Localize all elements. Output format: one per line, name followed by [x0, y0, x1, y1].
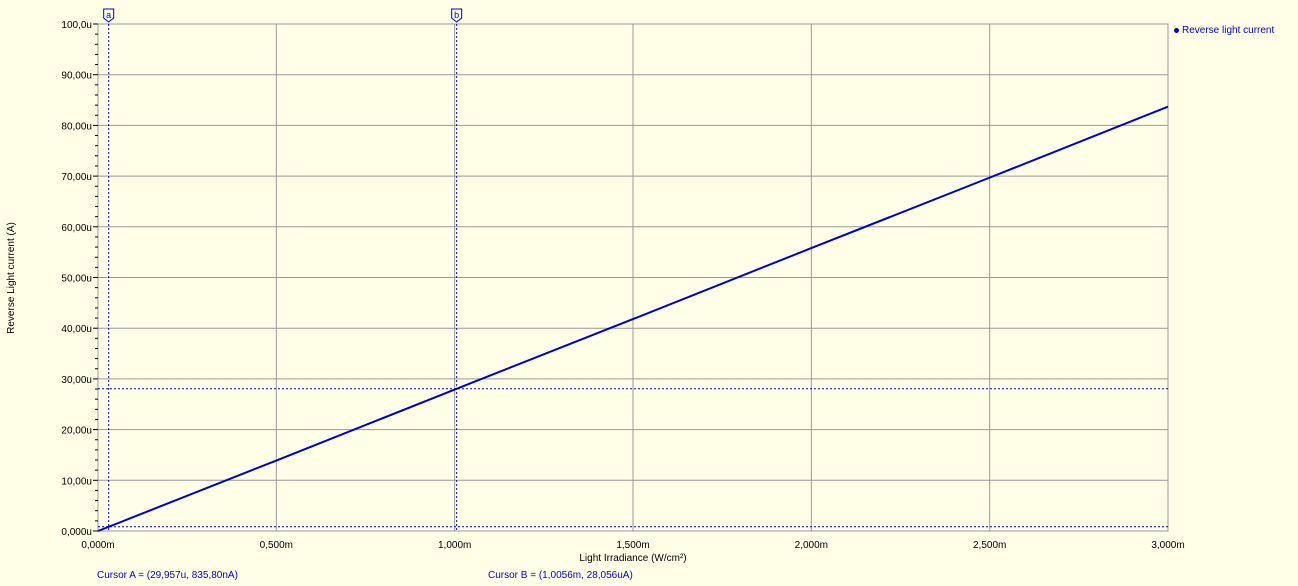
cursor-b-handle: [451, 8, 463, 23]
x-tick-label: 0,500m: [260, 540, 293, 551]
y-tick-label: 90,00u: [61, 71, 92, 82]
y-tick-label: 40,00u: [61, 324, 92, 335]
y-tick-label: 10,00u: [61, 476, 92, 487]
x-tick-label: 0,000m: [81, 540, 114, 551]
legend-label: Reverse light current: [1182, 25, 1275, 36]
y-tick-label: 30,00u: [61, 375, 92, 386]
x-axis-ticks: 0,000m 0,500m 1,000m 1,500m 2,000m 2,500m 3,00…: [81, 540, 1184, 551]
x-axis-label: Light Irradiance (W/cm²): [579, 553, 686, 564]
x-tick-label: 1,500m: [616, 540, 649, 551]
y-tick-label: 50,00u: [61, 274, 92, 285]
cursor-a-tag: a: [106, 10, 111, 20]
legend-marker-icon: [1174, 28, 1179, 33]
cursor-a-handle: [103, 8, 115, 23]
x-tick-label: 3,000m: [1151, 540, 1184, 551]
x-tick-label: 2,000m: [795, 540, 828, 551]
series-line: [97, 105, 1169, 532]
cursor-b-readout: Cursor B = (1,0056m, 28,056uA): [488, 570, 633, 581]
series-layer: [97, 105, 1169, 532]
legend: Reverse light current: [1174, 25, 1274, 36]
y-tick-label: 100,0u: [61, 20, 92, 31]
cursor-b-tag: b: [454, 10, 459, 20]
y-axis-label: Reverse Light current (A): [6, 222, 17, 334]
y-axis-ticks: 0,000u 10,00u 20,00u 30,00u 40,00u 50,00u 60,0…: [61, 20, 92, 538]
y-tick-label: 0,000u: [61, 527, 92, 538]
cursor-a-readout: Cursor A = (29,957u, 835,80nA): [97, 570, 238, 581]
y-minor-ticks: [93, 23, 98, 532]
x-tick-label: 1,000m: [438, 540, 471, 551]
y-tick-label: 60,00u: [61, 223, 92, 234]
y-tick-label: 20,00u: [61, 426, 92, 437]
y-tick-label: 70,00u: [61, 172, 92, 183]
y-tick-label: 80,00u: [61, 121, 92, 132]
chart-grid: [97, 23, 1169, 532]
x-tick-label: 2,500m: [973, 540, 1006, 551]
